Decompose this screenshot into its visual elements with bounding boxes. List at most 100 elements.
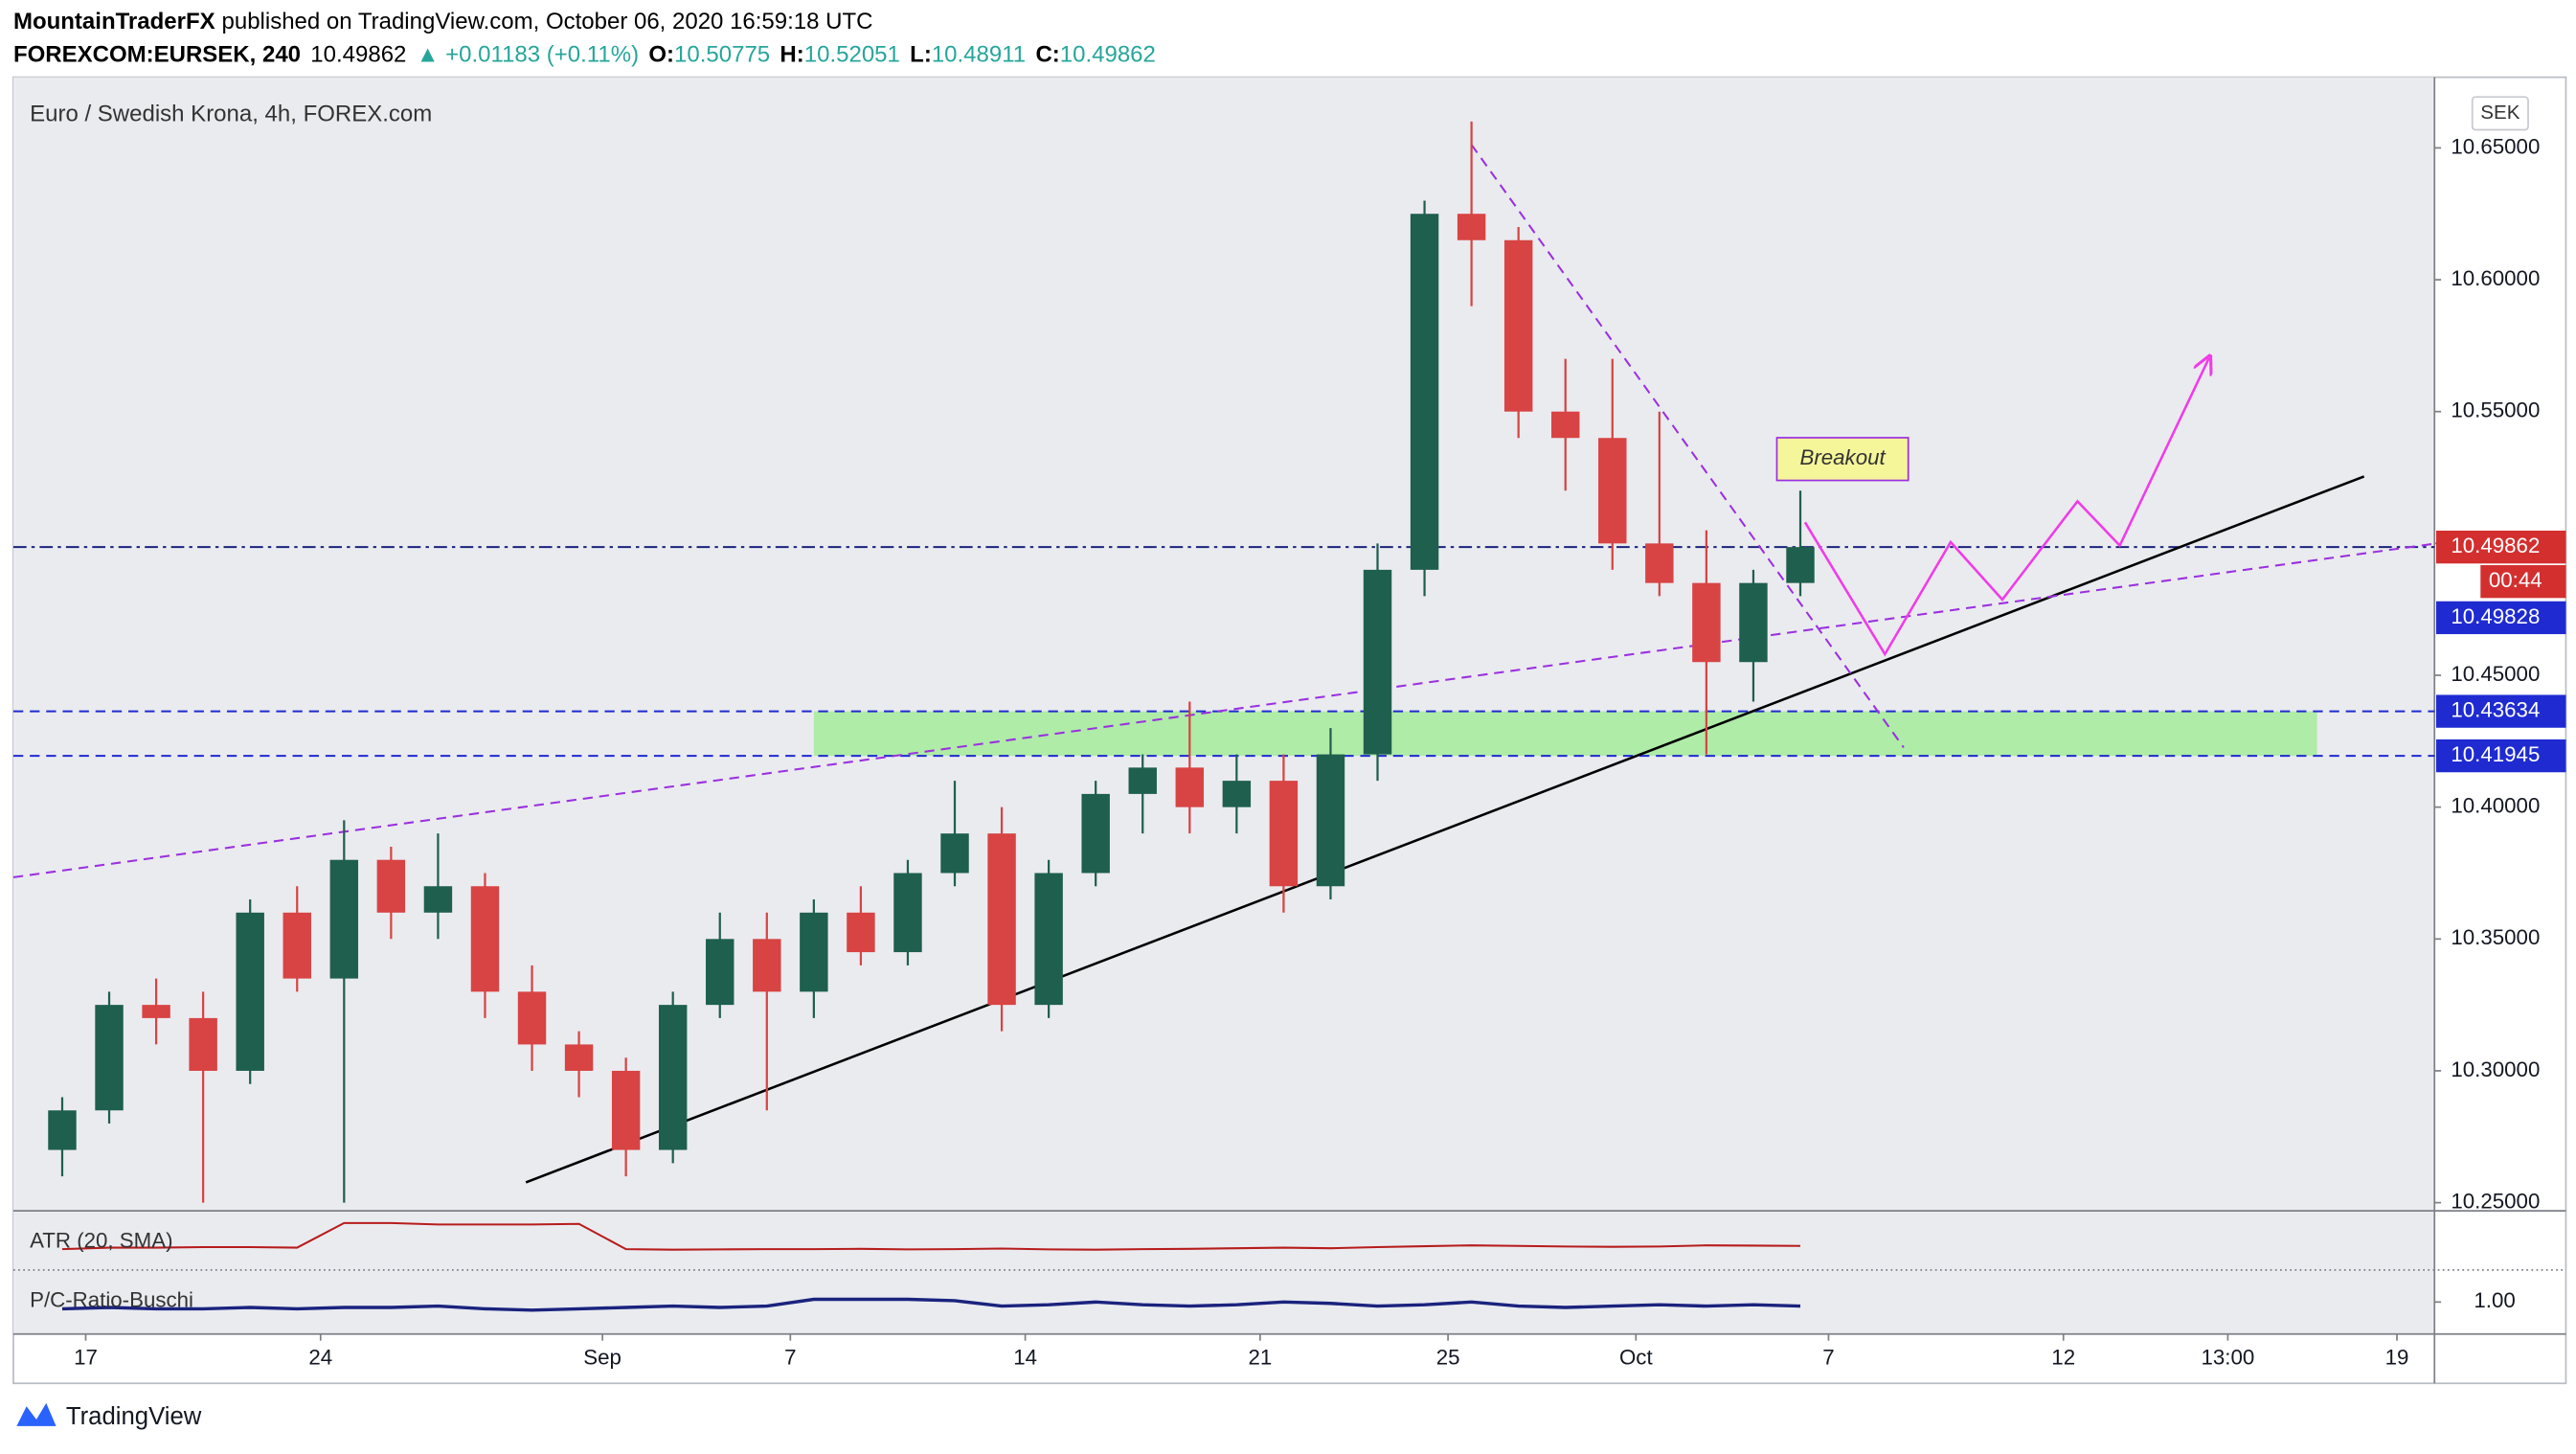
x-tick-label: 7 [1822,1345,1834,1369]
x-tick-label: 24 [308,1345,332,1369]
y-tick-label: 10.40000 [2451,794,2540,818]
annotation-box [1775,437,1909,482]
candle-body [236,912,264,1071]
last-price-tag-box [2435,530,2566,564]
y-tick-label: 10.35000 [2451,925,2540,949]
y-tick-label: 10.65000 [2451,134,2540,158]
indicator-name: P/C-Ratio-Buschi [30,1287,193,1311]
trend-line [1470,144,1905,749]
candle-body [376,859,406,913]
projection-path [1803,358,2209,657]
symbol: FOREXCOM:EURSEK, 240 [13,42,301,68]
candle-body [1081,793,1110,874]
candle-body [282,912,311,979]
plot-layer: Breakout [12,121,2435,1312]
last-price: 10.49862 [310,42,406,68]
countdown: 00:44 [2489,568,2542,592]
ohlc-key: H: [780,42,803,68]
y-tick-label: 1.00 [2474,1288,2515,1312]
bid-tag: 10.49828 [2451,604,2540,628]
candle-body [564,1044,594,1071]
trend-line [525,475,2365,1184]
candle-body [329,859,359,979]
candle-body [706,939,734,1006]
x-tick-label: 25 [1436,1345,1460,1369]
candle-body [470,886,500,992]
atr-pane [12,1211,2435,1270]
level-tag-box [2435,738,2566,773]
candle-body [1363,569,1392,755]
ohlc-value: 10.48911 [932,42,1026,68]
support-zone [813,711,2317,757]
candle-body [1692,582,1721,663]
candle-body [1739,582,1768,663]
y-tick-label: 10.60000 [2451,266,2540,290]
countdown-box [2480,565,2566,599]
y-tick-label: 10.25000 [2451,1189,2540,1213]
candle-body [1222,781,1252,807]
x-tick-label: 12 [2051,1345,2075,1369]
x-tick-label: 17 [74,1345,98,1369]
ohlc-value: 10.49862 [1060,42,1156,68]
plot-area [12,77,2435,1212]
candle-body [48,1110,77,1150]
symbol-line: FOREXCOM:EURSEK, 240 10.49862 ▲ +0.01183 (… [13,42,1156,68]
candle-body [658,1005,688,1150]
level-tag: 10.43634 [2451,698,2540,722]
candle-body [1457,214,1486,240]
logo-icon [16,1402,56,1426]
publish-line: MountainTraderFX published on TradingView… [13,9,873,34]
ohlc-value: 10.50775 [674,42,770,68]
tradingview-logo [16,1402,56,1426]
candle-body [753,939,781,992]
candle-body [517,991,547,1045]
y-tick-label: 10.55000 [2451,398,2540,422]
y-tick-label: 10.45000 [2451,662,2540,686]
candle-body [1645,543,1674,583]
x-tick-label: 7 [784,1345,796,1369]
pc-pane [12,1269,2435,1334]
annotation-text: Breakout [1799,445,1886,469]
x-tick-label: 21 [1248,1345,1272,1369]
indicator-line [61,1221,1801,1251]
change: ▲ +0.01183 (+0.11%) [417,42,639,68]
candle-body [95,1005,124,1111]
candle-body [423,886,453,913]
x-tick-label: 14 [1013,1345,1037,1369]
currency-badge[interactable] [2471,96,2529,131]
currency: SEK [2480,102,2520,124]
indicator-name: ATR (20, SMA) [30,1229,172,1253]
candle-body [1551,411,1580,439]
candle-body [142,1005,170,1018]
ohlc-value: 10.52051 [804,42,900,68]
candle-body [1786,547,1815,583]
candle-body [940,833,969,874]
brand: TradingView [66,1403,202,1430]
indicator-line [61,1297,1801,1312]
candle-body [1598,438,1627,544]
candle-body [1316,754,1345,887]
candle-body [800,912,828,992]
candle-body [847,912,875,953]
level-tag-box [2435,694,2566,728]
candle-body [611,1070,641,1150]
x-tick-label: 13:00 [2202,1345,2255,1369]
candle-body [1034,873,1063,1006]
published: published on TradingView.com, October 06… [222,9,873,34]
x-tick-label: Oct [1619,1345,1653,1369]
trend-line [12,542,2435,878]
bid-tag-box [2435,601,2566,635]
level-tag: 10.41945 [2451,742,2540,766]
ohlc-key: L: [910,42,932,68]
candle-body [1175,767,1205,807]
candle-body [1503,239,1533,412]
candle-body [1269,781,1299,887]
ohlc-key: C: [1035,42,1059,68]
last-price-tag: 10.49862 [2451,534,2540,557]
candle-body [189,1017,217,1071]
candle-body [893,873,922,953]
chart-title: Euro / Swedish Krona, 4h, FOREX.com [30,101,432,126]
candle-body [1410,214,1439,570]
